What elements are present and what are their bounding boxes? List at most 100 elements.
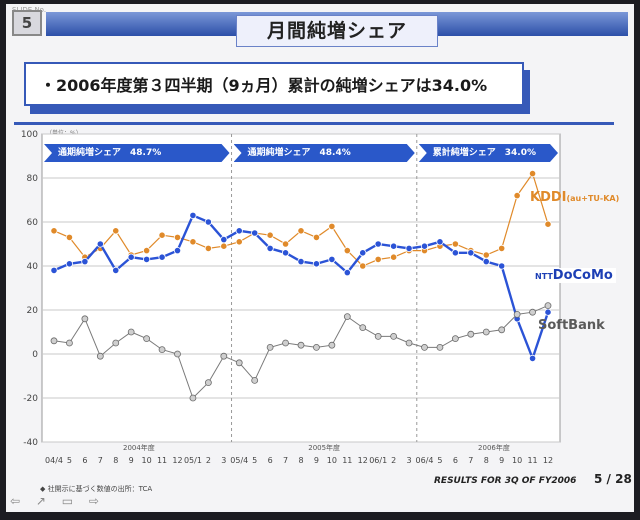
x-tick-label: 2 bbox=[206, 456, 211, 465]
data-point-softbank bbox=[81, 315, 89, 323]
data-point-kddi bbox=[281, 240, 290, 248]
divider bbox=[14, 122, 614, 125]
x-tick-label: 12 bbox=[172, 456, 182, 465]
data-point-kddi bbox=[235, 238, 243, 246]
headline: ・2006年度第３四半期（9ヵ月）累計の純増シェアは34.0% bbox=[24, 62, 524, 106]
data-point-docomo bbox=[328, 255, 336, 263]
legend-softbank: SoftBank bbox=[538, 318, 605, 333]
data-point-kddi bbox=[359, 262, 367, 270]
x-tick-label: 10 bbox=[142, 456, 152, 465]
x-tick-label: 6 bbox=[268, 456, 273, 465]
x-tick-label: 06/1 bbox=[369, 456, 387, 465]
data-point-softbank bbox=[421, 343, 428, 351]
x-tick-label: 12 bbox=[543, 456, 553, 465]
data-point-kddi bbox=[544, 220, 552, 228]
chart-series bbox=[50, 170, 552, 402]
period-banner-fy2006: 累計純増シェア 34.0% bbox=[419, 144, 558, 162]
data-point-kddi bbox=[204, 244, 212, 252]
x-tick-label: 8 bbox=[484, 456, 489, 465]
data-point-kddi bbox=[158, 231, 166, 239]
year-label: 2006年度 bbox=[478, 443, 510, 452]
x-tick-label: 9 bbox=[499, 456, 504, 465]
data-point-softbank bbox=[436, 343, 444, 351]
x-tick-label: 6 bbox=[453, 456, 458, 465]
y-tick-label: 20 bbox=[27, 306, 39, 316]
data-point-kddi bbox=[390, 253, 398, 261]
x-tick-label: 7 bbox=[468, 456, 473, 465]
data-point-kddi bbox=[173, 233, 182, 241]
data-point-kddi bbox=[189, 238, 197, 246]
data-point-softbank bbox=[529, 308, 536, 316]
data-point-softbank bbox=[544, 302, 552, 310]
data-point-docomo bbox=[281, 249, 290, 257]
legend-kddi-sub: (au+TU-KA) bbox=[566, 194, 620, 203]
x-tick-label: 10 bbox=[512, 456, 522, 465]
data-point-docomo bbox=[143, 255, 151, 263]
data-point-docomo bbox=[451, 249, 459, 257]
data-point-softbank bbox=[251, 376, 259, 384]
x-tick-label: 6 bbox=[82, 456, 87, 465]
year-label: 2005年度 bbox=[308, 443, 340, 452]
data-point-docomo bbox=[482, 257, 490, 266]
data-point-softbank bbox=[235, 359, 243, 367]
data-point-docomo bbox=[528, 354, 537, 362]
x-tick-label: 3 bbox=[407, 456, 412, 465]
data-point-softbank bbox=[143, 335, 151, 343]
footer-results: RESULTS FOR 3Q OF FY2006 bbox=[434, 476, 577, 486]
data-point-docomo bbox=[204, 218, 212, 226]
data-point-docomo bbox=[359, 249, 367, 257]
data-point-kddi bbox=[65, 233, 74, 241]
x-tick-label: 12 bbox=[358, 456, 368, 465]
data-point-softbank bbox=[390, 332, 398, 340]
data-point-docomo bbox=[235, 227, 243, 235]
data-point-kddi bbox=[312, 233, 321, 241]
data-point-softbank bbox=[220, 352, 228, 360]
data-point-kddi bbox=[374, 255, 382, 263]
data-point-softbank bbox=[174, 350, 181, 358]
data-point-softbank bbox=[343, 313, 351, 321]
data-point-softbank bbox=[451, 335, 459, 343]
data-point-docomo bbox=[251, 229, 259, 237]
data-point-softbank bbox=[127, 328, 135, 336]
data-point-docomo bbox=[544, 308, 552, 316]
data-point-softbank bbox=[482, 328, 490, 336]
data-point-kddi bbox=[343, 247, 351, 255]
data-point-softbank bbox=[189, 394, 197, 402]
data-point-softbank bbox=[374, 332, 382, 340]
data-point-kddi bbox=[220, 242, 228, 250]
data-point-softbank bbox=[158, 346, 166, 354]
legend-docomo-prefix: NTT bbox=[535, 272, 553, 281]
data-point-docomo bbox=[390, 242, 398, 250]
data-point-docomo bbox=[173, 247, 182, 255]
data-point-docomo bbox=[189, 211, 197, 219]
data-point-docomo bbox=[420, 242, 429, 250]
legend-kddi-name: KDDI bbox=[530, 190, 567, 205]
x-tick-label: 7 bbox=[98, 456, 103, 465]
x-tick-label: 5 bbox=[437, 456, 442, 465]
x-tick-label: 5 bbox=[252, 456, 257, 465]
legend-docomo: NTTDoCoMo bbox=[532, 268, 616, 283]
data-point-softbank bbox=[467, 330, 475, 338]
data-point-kddi bbox=[528, 170, 537, 178]
data-point-softbank bbox=[112, 339, 120, 347]
legend-kddi: KDDI(au+TU-KA) bbox=[530, 190, 619, 205]
x-tick-label: 06/4 bbox=[416, 456, 434, 465]
x-tick-label: 9 bbox=[129, 456, 134, 465]
data-point-kddi bbox=[328, 222, 336, 230]
x-tick-label: 2 bbox=[391, 456, 396, 465]
y-tick-label: -20 bbox=[23, 394, 38, 404]
data-point-softbank bbox=[66, 339, 73, 347]
data-point-docomo bbox=[158, 253, 166, 261]
data-point-softbank bbox=[282, 339, 289, 347]
x-tick-label: 11 bbox=[527, 456, 537, 465]
data-point-docomo bbox=[50, 266, 58, 274]
period-banner-fy2005: 通期純増シェア 48.4% bbox=[234, 144, 415, 162]
y-tick-label: 0 bbox=[32, 350, 38, 360]
data-point-softbank bbox=[498, 326, 506, 334]
nav-controls[interactable]: ⇦ ↗ ▭ ⇨ bbox=[10, 494, 105, 508]
source-note: ◆ 社開示に基づく数値の出所：TCA bbox=[40, 485, 153, 493]
x-tick-label: 10 bbox=[327, 456, 337, 465]
data-point-kddi bbox=[451, 240, 459, 248]
